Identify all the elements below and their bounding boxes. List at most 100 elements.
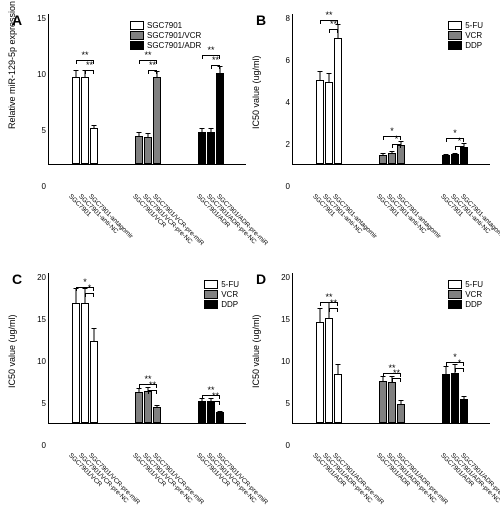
significance-marker: ** — [148, 64, 157, 74]
plot-area: 5-FUVCRDDP******** — [292, 14, 490, 165]
error-bar — [319, 71, 320, 80]
x-tick-label: SGC7901 — [376, 191, 385, 261]
x-tick-label: SGC7901/ADR — [376, 450, 385, 520]
bar — [379, 381, 387, 423]
bar — [334, 38, 342, 164]
bar — [316, 322, 324, 423]
x-tick-label: SGC7901/ADR — [312, 450, 321, 520]
significance-marker: ** — [211, 395, 220, 405]
bar — [216, 412, 224, 423]
bar — [198, 401, 206, 424]
x-tick-label: SGC7901-antagomir — [88, 191, 97, 261]
bar — [325, 318, 333, 423]
legend-swatch — [448, 21, 462, 30]
legend-item: SGC7901/ADR — [130, 41, 201, 50]
x-tick-label: SGC7901/VCR-pre-NC — [142, 450, 151, 520]
legend-label: 5-FU — [465, 280, 483, 289]
error-bar — [454, 153, 455, 155]
legend-swatch — [130, 21, 144, 30]
x-tick-label: SGC7901/ADR-pre-miR — [332, 450, 341, 520]
bar — [442, 374, 450, 424]
legend-swatch — [130, 31, 144, 40]
significance-marker: ** — [85, 64, 94, 74]
bar — [451, 154, 459, 164]
panel-A: ARelative miR-129-5p expression151050SGC… — [10, 10, 246, 261]
significance-marker: * — [392, 138, 401, 148]
legend-item: 5-FU — [448, 280, 483, 289]
significance-marker: * — [455, 362, 464, 372]
significance-marker: ** — [329, 302, 338, 312]
x-tick-label: SGC7901/ADR-pre-miR — [216, 191, 225, 261]
error-bar — [147, 133, 148, 138]
error-bar — [93, 328, 94, 342]
y-axis-label: IC50 value (ug/ml) — [7, 314, 17, 388]
legend-swatch — [204, 290, 218, 299]
legend-item: SGC7901 — [130, 21, 201, 30]
legend-swatch — [204, 280, 218, 289]
x-tick-label: SGC7901/VCR — [196, 450, 205, 520]
plot-area: 5-FUVCRDDP********** — [292, 273, 490, 424]
significance-marker: ** — [211, 59, 220, 69]
bar — [379, 155, 387, 164]
bar — [144, 391, 152, 423]
significance-marker: * — [455, 140, 464, 150]
y-axis: 151050 — [28, 14, 48, 191]
x-tick-label: SGC7901-anti-NC — [386, 191, 395, 261]
legend-label: 5-FU — [465, 21, 483, 30]
legend-item: DDP — [448, 300, 483, 309]
bar — [460, 147, 468, 164]
bar — [316, 80, 324, 164]
legend-swatch — [130, 41, 144, 50]
legend-item: VCR — [448, 31, 483, 40]
bar — [451, 373, 459, 423]
legend-swatch — [204, 300, 218, 309]
bar — [442, 155, 450, 164]
legend: 5-FUVCRDDP — [203, 279, 240, 310]
x-tick-label: SGC7901/VCR-pre-NC — [78, 450, 87, 520]
y-axis: 86420 — [272, 14, 292, 191]
error-bar — [319, 308, 320, 323]
legend-swatch — [448, 280, 462, 289]
bar — [207, 132, 215, 164]
legend-swatch — [448, 290, 462, 299]
bar-group — [72, 303, 98, 423]
bar — [135, 136, 143, 164]
error-bar — [400, 400, 401, 405]
y-axis: 20151050 — [272, 273, 292, 450]
legend-item: DDP — [448, 41, 483, 50]
bar-group — [442, 373, 468, 423]
legend-swatch — [448, 300, 462, 309]
x-tick-label: SGC7901-antagomir — [396, 191, 405, 261]
bar — [397, 145, 405, 164]
plot-area: 5-FUVCRDDP********** — [48, 273, 246, 424]
x-tick-label: SGC7901/VCR-pre-NC — [142, 191, 151, 261]
x-tick-label: SGC7901 — [312, 191, 321, 261]
bar — [198, 132, 206, 164]
legend-item: DDP — [204, 300, 239, 309]
figure-grid: ARelative miR-129-5p expression151050SGC… — [10, 10, 490, 520]
x-axis: SGC7901/VCRSGC7901/VCR-pre-NCSGC7901/VCR… — [28, 450, 246, 520]
x-tick-label: SGC7901/ADR-pre-miR — [396, 450, 405, 520]
x-tick-label: SGC7901/ADR — [196, 191, 205, 261]
x-axis: SGC7901/ADRSGC7901/ADR-pre-NCSGC7901/ADR… — [272, 450, 490, 520]
x-tick-label: SGC7901/ADR-pre-miR — [460, 450, 469, 520]
significance-marker: ** — [392, 372, 401, 382]
y-axis-label: Relative miR-129-5p expression — [7, 0, 17, 128]
error-bar — [445, 154, 446, 156]
bar — [334, 374, 342, 423]
legend-label: DDP — [221, 300, 238, 309]
legend-swatch — [448, 31, 462, 40]
x-tick-label: SGC7901 — [68, 191, 77, 261]
x-tick-label: SGC7901/VCR — [132, 450, 141, 520]
legend-item: SGC7901/VCR — [130, 31, 201, 40]
x-tick-label: SGC7901/ADR-pre-NC — [386, 450, 395, 520]
y-axis: 20151050 — [28, 273, 48, 450]
x-tick-label: SGC7901/ADR-pre-NC — [450, 450, 459, 520]
bar — [135, 392, 143, 424]
legend-item: 5-FU — [448, 21, 483, 30]
legend-label: SGC7901/ADR — [147, 41, 201, 50]
bar-group — [316, 38, 342, 164]
error-bar — [328, 73, 329, 82]
bar-group — [135, 77, 161, 164]
error-bar — [138, 132, 139, 137]
